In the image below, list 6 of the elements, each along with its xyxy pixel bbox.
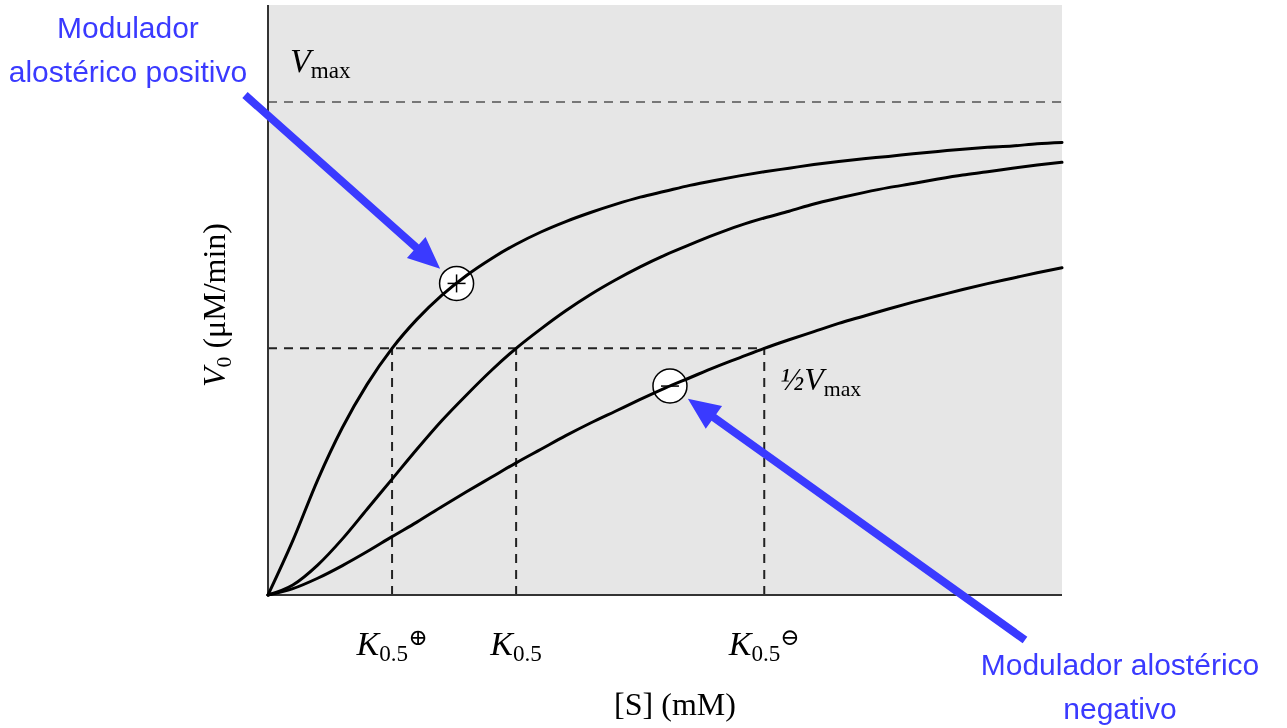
text: Modulador alostérico negativo xyxy=(980,648,1260,725)
x-tick-label: K$_{0.5}$ xyxy=(489,625,542,666)
ref-line-label: V$_{max}$ xyxy=(290,42,352,83)
text: Modulador alostérico positivo xyxy=(8,11,248,88)
x-axis-title: [S] (mM) xyxy=(614,686,736,722)
ref-line-label: ½V$_{max}$ xyxy=(780,361,862,401)
